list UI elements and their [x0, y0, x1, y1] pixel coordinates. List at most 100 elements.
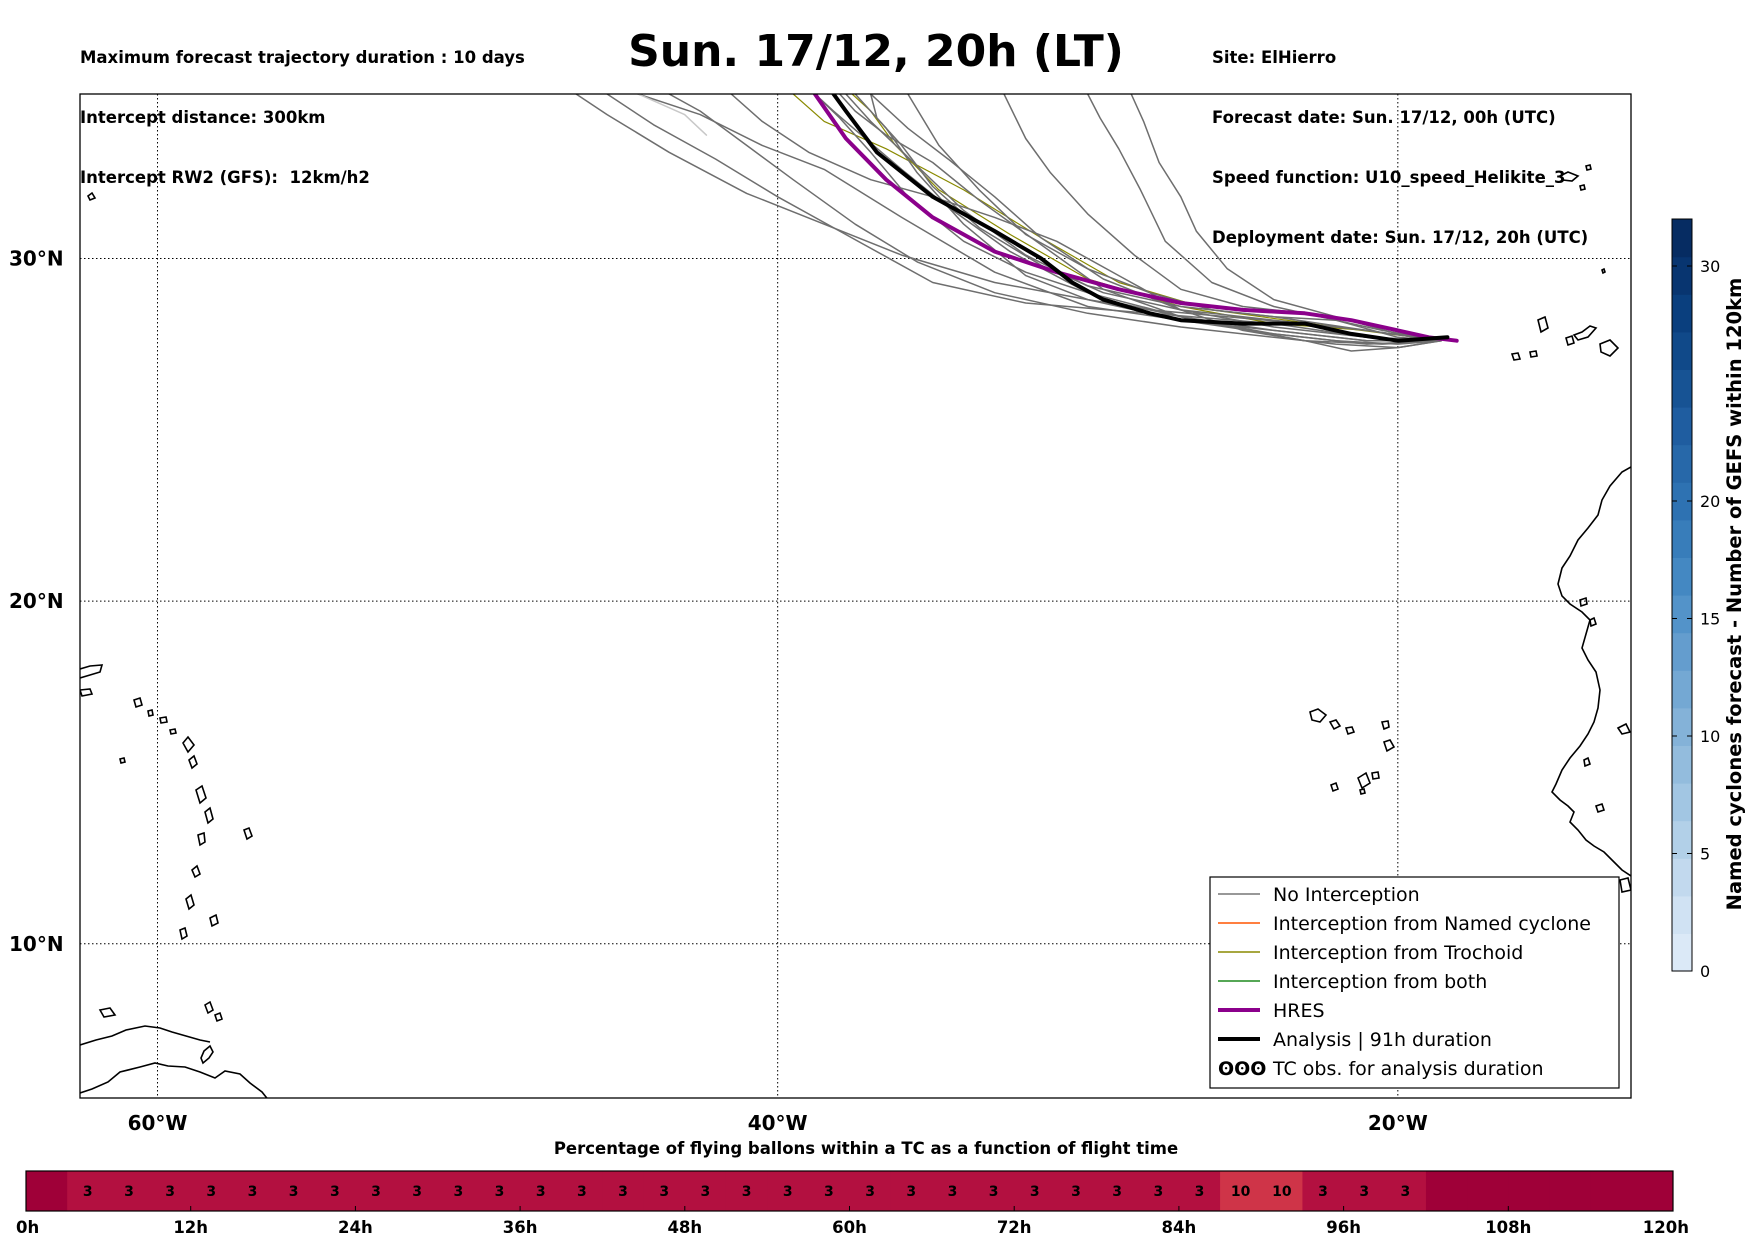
- trajectory-no-interception: [606, 94, 1442, 342]
- y-tick-label: 30°N: [9, 246, 64, 270]
- strip-cell: [1508, 1171, 1550, 1211]
- colorbar-tick-label: 5: [1700, 845, 1710, 864]
- strip-cell: [108, 1171, 151, 1211]
- strip-cell-value: 3: [1071, 1184, 1081, 1200]
- header-left-line-1: Maximum forecast trajectory duration : 1…: [80, 48, 525, 67]
- header-left-info: Maximum forecast trajectory duration : 1…: [80, 8, 525, 208]
- trajectory-no-interception: [869, 94, 1442, 342]
- colorbar-frame: [1671, 218, 1693, 972]
- legend-symbol-icon: ʘʘʘ: [1218, 1058, 1266, 1080]
- strip-tick-label: 120h: [1643, 1218, 1689, 1237]
- strip-cell: [1302, 1171, 1345, 1211]
- legend: No Interception Interception from Named c…: [1209, 876, 1620, 1089]
- colorbar-segment: [1672, 519, 1692, 558]
- strip-cell: [478, 1171, 521, 1211]
- coastline-islands-small: [80, 191, 177, 764]
- strip-cell-value: 3: [330, 1184, 340, 1200]
- strip-cell: [1549, 1171, 1592, 1211]
- trajectory-no-interception: [637, 94, 708, 136]
- coastline-trinidad: [200, 1044, 214, 1065]
- colorbar-segment: [1672, 858, 1692, 897]
- strip-cell-value: 3: [742, 1184, 752, 1200]
- coastline-africa-islands: [1579, 596, 1631, 893]
- legend-entry: No Interception: [1218, 884, 1420, 906]
- main-title: Sun. 17/12, 20h (LT): [628, 26, 1124, 77]
- legend-label: Analysis | 91h duration: [1273, 1029, 1492, 1051]
- strip-cell: [725, 1171, 768, 1211]
- strip-cell-value: 10: [1231, 1184, 1251, 1200]
- legend-entry: Interception from Trochoid: [1218, 942, 1523, 964]
- header-left-line-3: Intercept RW2 (GFS): 12km/h2: [80, 168, 370, 187]
- strip-cell: [1096, 1171, 1139, 1211]
- colorbar-segment: [1672, 331, 1692, 370]
- colorbar-tick-label: 30: [1700, 257, 1720, 276]
- colorbar-segment: [1672, 670, 1692, 709]
- trajectory-no-interception: [907, 94, 1442, 342]
- strip-cell-value: 3: [989, 1184, 999, 1200]
- colorbar-tick-label: 15: [1700, 610, 1720, 629]
- strip-cell: [1261, 1171, 1303, 1211]
- header-right-line-4: Deployment date: Sun. 17/12, 20h (UTC): [1212, 228, 1589, 247]
- strip-cell-value: 3: [495, 1184, 505, 1200]
- strip-cell: [1014, 1171, 1056, 1211]
- strip-cell-value: 3: [1400, 1184, 1410, 1200]
- strip-cell: [1178, 1171, 1221, 1211]
- trajectory-no-interception: [730, 94, 1442, 352]
- legend-label: HRES: [1273, 1000, 1325, 1022]
- coastline-venezuela-coast: [80, 1025, 211, 1046]
- strip-cell: [1055, 1171, 1098, 1211]
- colorbar-segment: [1672, 632, 1692, 671]
- map-frame: [79, 93, 1632, 1099]
- colorbar-segment: [1672, 482, 1692, 521]
- trajectory-no-interception: [869, 94, 1442, 342]
- colorbar-segment: [1672, 820, 1692, 859]
- coastline-africa: [1551, 466, 1631, 877]
- coastline-islands-lesser-antilles: [179, 735, 253, 941]
- coastline-south-america: [80, 1062, 268, 1098]
- colorbar-segment: [1672, 745, 1692, 784]
- strip-cell-value: 3: [536, 1184, 546, 1200]
- strip-cell: [1137, 1171, 1180, 1211]
- strip-cell: [149, 1171, 192, 1211]
- trajectories: [575, 94, 1459, 352]
- strip-cell: [437, 1171, 480, 1211]
- strip-cell: [973, 1171, 1015, 1211]
- strip-cell-value: 3: [371, 1184, 381, 1200]
- trajectory-no-interception: [838, 94, 1442, 345]
- strip-tick-label: 24h: [338, 1218, 373, 1237]
- trajectory-hres: [812, 94, 1459, 343]
- x-tick-label: 20°W: [1368, 1111, 1428, 1135]
- strip-cell-value: 3: [1195, 1184, 1205, 1200]
- colorbar-label: Named cyclones forecast - Number of GEFS…: [1723, 278, 1746, 911]
- strip-cell: [561, 1171, 603, 1211]
- header-left-line-2: Intercept distance: 300km: [80, 108, 326, 127]
- strip-cell-value: 3: [577, 1184, 587, 1200]
- legend-label: Interception from Named cyclone: [1273, 913, 1591, 935]
- y-tick-label: 10°N: [9, 932, 64, 956]
- colorbar-segment: [1672, 933, 1692, 972]
- strip-cell: [890, 1171, 933, 1211]
- strip-cell-value: 3: [1153, 1184, 1163, 1200]
- trajectory-no-interception: [1003, 94, 1442, 342]
- strip-tick-label: 96h: [1326, 1218, 1361, 1237]
- strip-cell: [355, 1171, 398, 1211]
- strip-cell: [1631, 1171, 1674, 1211]
- colorbar-segment: [1672, 444, 1692, 483]
- strip-cell-value: 3: [248, 1184, 258, 1200]
- strip-cell-value: 3: [1030, 1184, 1040, 1200]
- strip-tick-label: 0h: [16, 1218, 39, 1237]
- trajectory-no-interception: [814, 94, 1442, 342]
- coastlines: [80, 164, 1631, 1098]
- strip-cell: [231, 1171, 274, 1211]
- strip-cell: [808, 1171, 850, 1211]
- strip-tick-label: 60h: [832, 1218, 867, 1237]
- coastline-canary-islands: [1510, 315, 1620, 361]
- strip-title: Percentage of flying ballons within a TC…: [554, 1139, 1178, 1158]
- colorbar-tick-label: 0: [1700, 962, 1710, 981]
- strip-cell: [1384, 1171, 1427, 1211]
- strip-tick-label: 12h: [173, 1218, 208, 1237]
- legend-entry: HRES: [1218, 1000, 1325, 1022]
- colorbar-segment: [1672, 595, 1692, 634]
- strip-tick-label: 36h: [503, 1218, 538, 1237]
